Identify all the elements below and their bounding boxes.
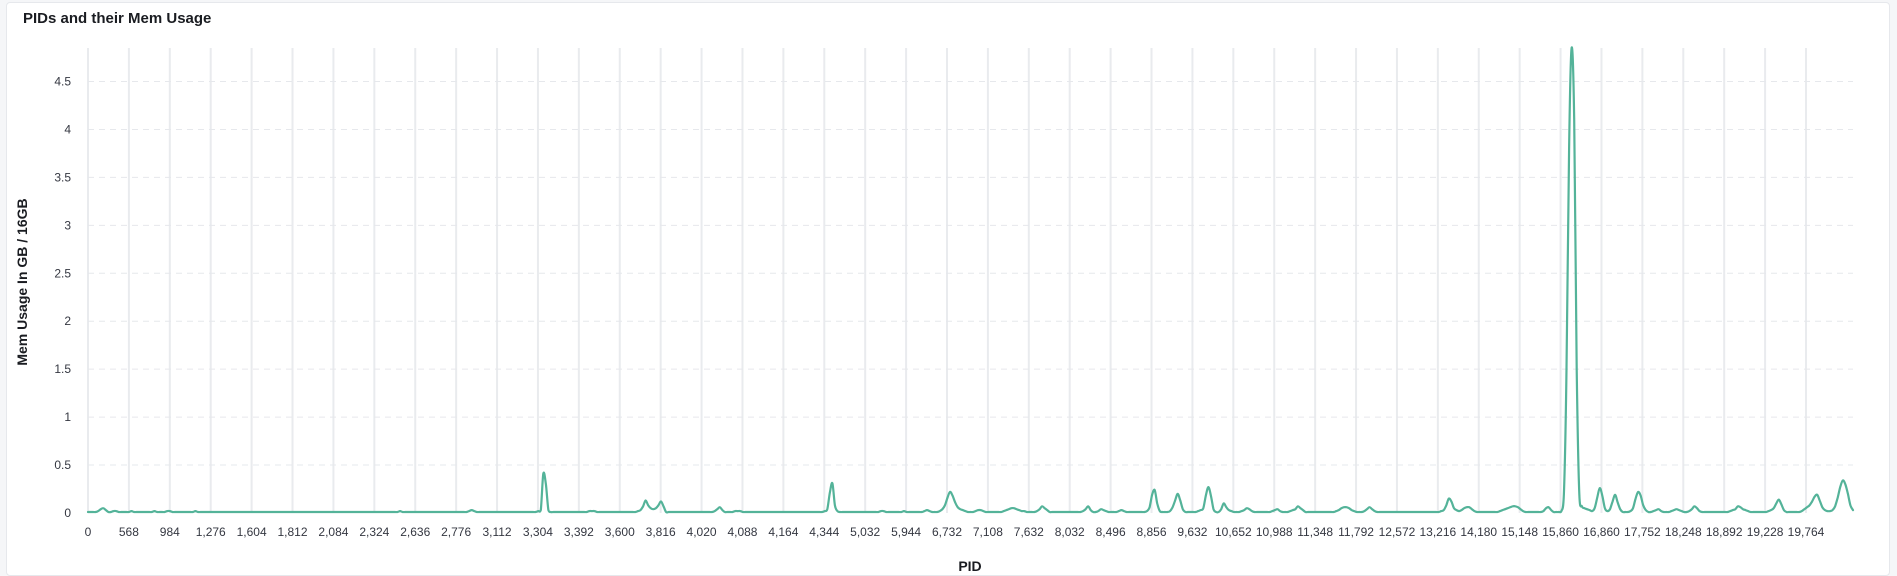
x-tick-label: 2,636 xyxy=(400,525,430,539)
x-tick-label: 18,892 xyxy=(1706,525,1743,539)
x-tick-label: 1,604 xyxy=(237,525,267,539)
x-tick-label: 1,276 xyxy=(196,525,226,539)
x-tick-label: 16,860 xyxy=(1583,525,1620,539)
x-tick-label: 4,344 xyxy=(809,525,839,539)
x-tick-label: 11,348 xyxy=(1297,525,1333,539)
x-tick-label: 5,944 xyxy=(891,525,921,539)
y-axis-ticks: 0 0.5 1 1.5 2 2.5 3 3.5 4 4.5 xyxy=(54,75,71,520)
y-tick-label: 1 xyxy=(64,410,71,424)
x-tick-label: 2,084 xyxy=(318,525,348,539)
x-axis-ticks: 0 568 984 1,276 1,604 1,812 2,084 2,324 2,636 2,7… xyxy=(85,525,1825,539)
x-tick-label: 4,164 xyxy=(768,525,798,539)
x-tick-label: 8,496 xyxy=(1096,525,1126,539)
x-tick-label: 15,148 xyxy=(1501,525,1538,539)
x-tick-label: 3,392 xyxy=(564,525,594,539)
x-tick-label: 18,248 xyxy=(1665,525,1702,539)
x-tick-label: 7,108 xyxy=(973,525,1003,539)
chart-title: PIDs and their Mem Usage xyxy=(23,10,212,27)
x-tick-label: 0 xyxy=(85,525,92,539)
x-tick-label: 19,764 xyxy=(1788,525,1825,539)
y-tick-label: 0.5 xyxy=(54,458,71,472)
horizontal-gridlines xyxy=(88,81,1853,466)
x-tick-label: 3,112 xyxy=(482,525,511,539)
x-tick-label: 6,732 xyxy=(932,525,962,539)
x-tick-label: 984 xyxy=(160,525,180,539)
x-tick-label: 3,600 xyxy=(605,525,635,539)
x-tick-label: 2,324 xyxy=(359,525,389,539)
y-tick-label: 1.5 xyxy=(54,362,71,376)
x-tick-label: 15,860 xyxy=(1542,525,1579,539)
x-tick-label: 11,792 xyxy=(1338,525,1374,539)
x-tick-label: 2,776 xyxy=(441,525,471,539)
x-tick-label: 568 xyxy=(119,525,139,539)
x-tick-label: 4,020 xyxy=(687,525,717,539)
x-tick-label: 5,032 xyxy=(850,525,880,539)
x-tick-label: 17,752 xyxy=(1624,525,1661,539)
x-tick-label: 9,632 xyxy=(1177,525,1207,539)
x-tick-label: 3,816 xyxy=(646,525,676,539)
y-tick-label: 2 xyxy=(64,314,71,328)
x-tick-label: 12,572 xyxy=(1379,525,1416,539)
x-tick-label: 10,988 xyxy=(1256,525,1293,539)
y-axis-title: Mem Usage In GB / 16GB xyxy=(14,198,30,365)
x-tick-label: 14,180 xyxy=(1460,525,1497,539)
x-tick-label: 19,228 xyxy=(1747,525,1784,539)
x-tick-label: 1,812 xyxy=(278,525,308,539)
x-tick-label: 8,856 xyxy=(1137,525,1167,539)
y-tick-label: 4 xyxy=(64,122,71,136)
x-tick-label: 7,632 xyxy=(1014,525,1044,539)
y-tick-label: 4.5 xyxy=(54,75,71,89)
x-tick-label: 13,216 xyxy=(1420,525,1457,539)
x-tick-label: 4,088 xyxy=(727,525,757,539)
y-tick-label: 2.5 xyxy=(54,266,71,280)
y-tick-label: 3 xyxy=(64,218,71,232)
vertical-gridlines xyxy=(87,48,1807,513)
y-tick-label: 3.5 xyxy=(54,170,71,184)
x-axis-title: PID xyxy=(958,558,981,574)
x-tick-label: 3,304 xyxy=(523,525,553,539)
x-tick-label: 10,652 xyxy=(1215,525,1252,539)
y-tick-label: 0 xyxy=(64,506,71,520)
series-line xyxy=(86,46,1855,514)
x-tick-label: 8,032 xyxy=(1055,525,1085,539)
